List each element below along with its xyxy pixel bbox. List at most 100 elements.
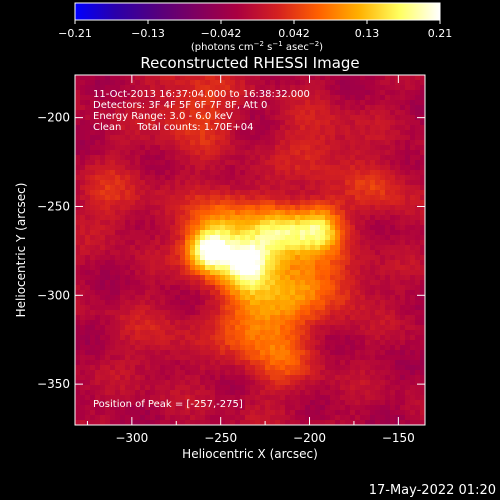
heatmap-cell: [420, 340, 425, 346]
heatmap-cell: [205, 290, 211, 296]
heatmap-cell: [170, 340, 176, 346]
heatmap-cell: [195, 250, 201, 256]
heatmap-cell: [100, 330, 106, 336]
heatmap-cell: [180, 370, 186, 376]
heatmap-cell: [375, 395, 381, 401]
heatmap-cell: [350, 300, 356, 306]
heatmap-cell: [280, 130, 286, 136]
heatmap-cell: [365, 350, 371, 356]
heatmap-cell: [235, 395, 241, 401]
heatmap-cell: [95, 245, 101, 251]
heatmap-cell: [240, 130, 246, 136]
heatmap-cell: [270, 175, 276, 181]
heatmap-cell: [80, 195, 86, 201]
heatmap-cell: [375, 420, 381, 425]
heatmap-cell: [300, 175, 306, 181]
heatmap-cell: [390, 175, 396, 181]
heatmap-cell: [285, 270, 291, 276]
heatmap-cell: [225, 140, 231, 146]
heatmap-cell: [105, 140, 111, 146]
heatmap-cell: [385, 235, 391, 241]
heatmap-cell: [205, 245, 211, 251]
heatmap-cell: [285, 295, 291, 301]
heatmap-cell: [330, 185, 336, 191]
heatmap-cell: [185, 280, 191, 286]
heatmap-cell: [330, 140, 336, 146]
heatmap-cell: [115, 265, 121, 271]
heatmap-cell: [235, 310, 241, 316]
heatmap-cell: [150, 355, 156, 361]
heatmap-cell: [410, 80, 416, 86]
heatmap-cell: [355, 390, 361, 396]
heatmap-cell: [395, 215, 401, 221]
heatmap-cell: [300, 115, 306, 121]
heatmap-cell: [205, 365, 211, 371]
heatmap-cell: [380, 135, 386, 141]
heatmap-cell: [260, 260, 266, 266]
heatmap-cell: [370, 120, 376, 126]
y-axis: −200−250−300−350: [37, 111, 425, 391]
heatmap-cell: [350, 165, 356, 171]
heatmap-cell: [75, 310, 81, 316]
heatmap-cell: [150, 405, 156, 411]
heatmap-cell: [310, 295, 316, 301]
heatmap-cell: [195, 200, 201, 206]
heatmap-cell: [180, 420, 186, 425]
heatmap-cell: [340, 365, 346, 371]
heatmap-cell: [225, 410, 231, 416]
heatmap-cell: [140, 255, 146, 261]
heatmap-cell: [365, 255, 371, 261]
heatmap-cell: [325, 285, 331, 291]
heatmap-cell: [130, 365, 136, 371]
heatmap-cell: [365, 370, 371, 376]
heatmap-cell: [175, 380, 181, 386]
heatmap-cell: [160, 285, 166, 291]
heatmap-cell: [135, 265, 141, 271]
heatmap-cell: [195, 120, 201, 126]
heatmap-cell: [400, 115, 406, 121]
heatmap-cell: [215, 145, 221, 151]
heatmap-cell: [195, 90, 201, 96]
heatmap-cell: [220, 365, 226, 371]
heatmap-cell: [325, 90, 331, 96]
heatmap-cell: [260, 310, 266, 316]
heatmap-cell: [390, 260, 396, 266]
heatmap-cell: [355, 420, 361, 425]
heatmap-cell: [165, 170, 171, 176]
heatmap-cell: [230, 180, 236, 186]
heatmap-cell: [190, 90, 196, 96]
heatmap-cell: [220, 100, 226, 106]
heatmap-cell: [265, 115, 271, 121]
heatmap-cell: [400, 195, 406, 201]
heatmap-cell: [80, 155, 86, 161]
heatmap-cell: [245, 165, 251, 171]
heatmap-cell: [395, 365, 401, 371]
heatmap-cell: [280, 360, 286, 366]
heatmap-cell: [220, 155, 226, 161]
heatmap-cell: [120, 355, 126, 361]
heatmap-cell: [325, 270, 331, 276]
heatmap-cell: [215, 135, 221, 141]
heatmap-cell: [205, 90, 211, 96]
heatmap-cell: [220, 405, 226, 411]
heatmap-cell: [80, 120, 86, 126]
heatmap-cell: [325, 420, 331, 425]
heatmap-cell: [420, 255, 425, 261]
heatmap-cell: [240, 375, 246, 381]
heatmap-cell: [415, 385, 421, 391]
heatmap-cell: [240, 285, 246, 291]
heatmap-cell: [210, 200, 216, 206]
heatmap-cell: [260, 235, 266, 241]
heatmap-cell: [100, 375, 106, 381]
heatmap-cell: [180, 405, 186, 411]
heatmap-cell: [320, 290, 326, 296]
heatmap-cell: [145, 385, 151, 391]
heatmap-cell: [250, 270, 256, 276]
heatmap-cell: [250, 255, 256, 261]
heatmap-cell: [350, 295, 356, 301]
heatmap-cell: [240, 115, 246, 121]
heatmap-cell: [160, 120, 166, 126]
heatmap-cell: [190, 420, 196, 425]
heatmap-cell: [325, 410, 331, 416]
heatmap-cell: [80, 390, 86, 396]
